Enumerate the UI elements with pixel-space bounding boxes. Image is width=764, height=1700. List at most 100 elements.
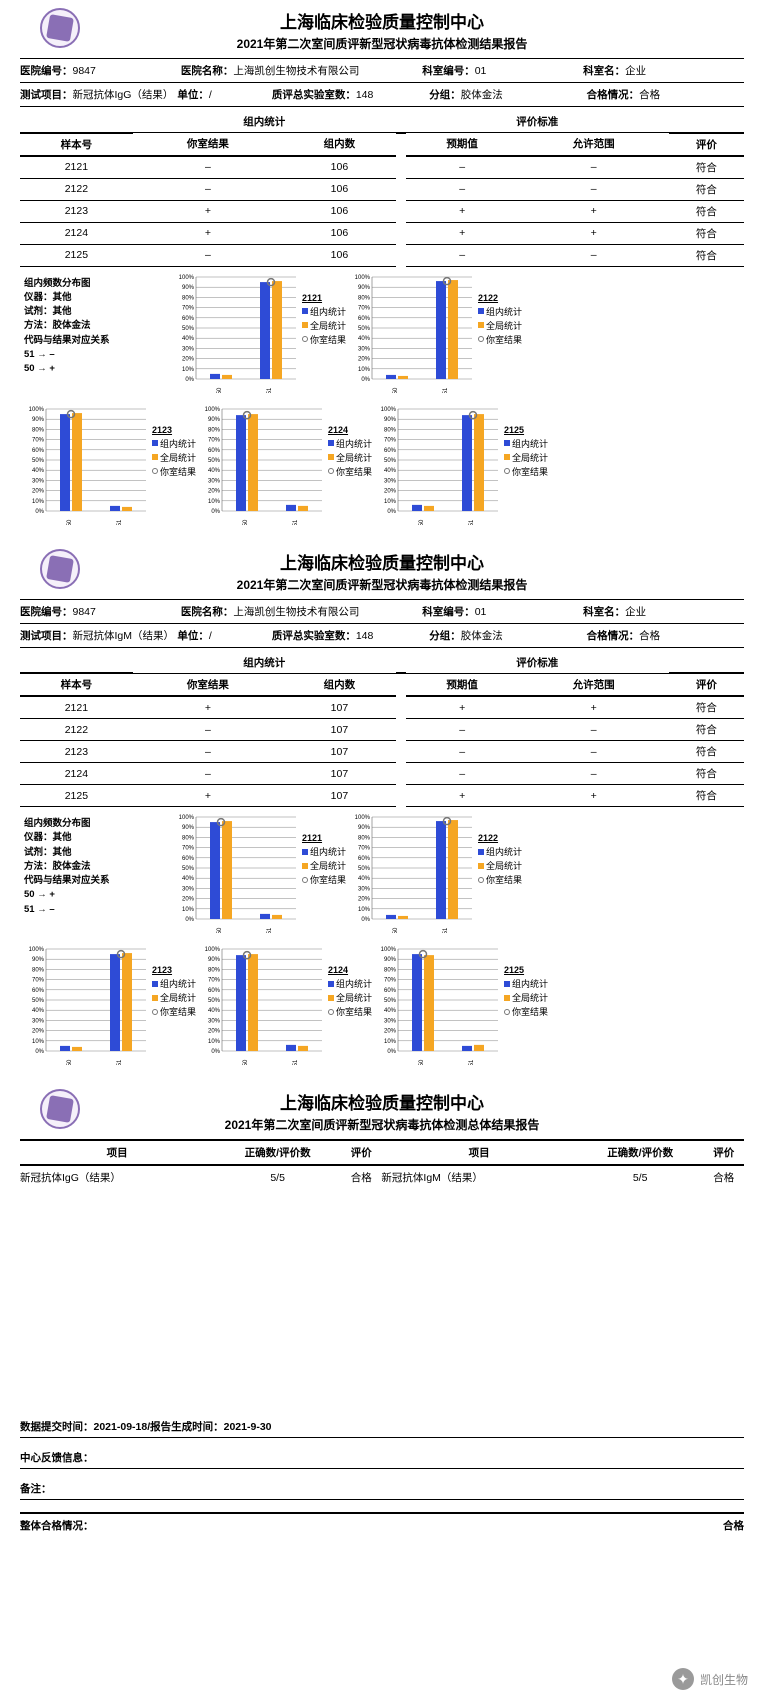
bar-chart: 100%90%80%70%60%50%40%30%20%10%0%5051 21… bbox=[196, 945, 372, 1065]
svg-text:90%: 90% bbox=[384, 417, 397, 423]
svg-text:51: 51 bbox=[267, 387, 273, 393]
svg-text:0%: 0% bbox=[361, 917, 370, 923]
svg-text:60%: 60% bbox=[358, 315, 371, 321]
svg-text:30%: 30% bbox=[384, 1018, 397, 1024]
svg-text:50: 50 bbox=[217, 927, 223, 933]
svg-text:50: 50 bbox=[67, 519, 73, 525]
svg-text:50%: 50% bbox=[182, 326, 195, 332]
bar-chart: 100%90%80%70%60%50%40%30%20%10%0%5051 21… bbox=[372, 405, 548, 525]
svg-text:90%: 90% bbox=[32, 957, 45, 963]
table-row: 2124–107––符合 bbox=[20, 763, 744, 785]
svg-text:60%: 60% bbox=[208, 988, 221, 994]
bar-chart: 100%90%80%70%60%50%40%30%20%10%0%5051 21… bbox=[196, 405, 372, 525]
table-row: 2124+106++符合 bbox=[20, 222, 744, 244]
pass-status: 合格情况：合格 bbox=[587, 87, 744, 102]
svg-text:40%: 40% bbox=[358, 336, 371, 342]
logo-icon bbox=[40, 1089, 80, 1129]
svg-text:50%: 50% bbox=[208, 998, 221, 1004]
chart-info-block: 组内频数分布图仪器：其他试剂：其他 方法：胶体金法代码与结果对应关系 51 → … bbox=[20, 273, 170, 401]
group: 分组：胶体金法 bbox=[429, 87, 586, 102]
svg-text:90%: 90% bbox=[358, 285, 371, 291]
svg-text:100%: 100% bbox=[29, 407, 45, 413]
footer: 数据提交时间：2021-09-18/报告生成时间：2021-9-30 中心反馈信… bbox=[0, 1397, 764, 1543]
report-subtitle: 2021年第二次室间质评新型冠状病毒抗体检测结果报告 bbox=[20, 576, 744, 593]
svg-text:30%: 30% bbox=[208, 1018, 221, 1024]
overall-label: 整体合格情况： bbox=[20, 1518, 94, 1533]
svg-text:40%: 40% bbox=[182, 336, 195, 342]
report-igg: 上海临床检验质量控制中心 2021年第二次室间质评新型冠状病毒抗体检测结果报告 … bbox=[0, 0, 764, 541]
svg-text:51: 51 bbox=[293, 1059, 299, 1065]
overall-status: 合格 bbox=[723, 1518, 744, 1533]
svg-text:10%: 10% bbox=[182, 366, 195, 372]
svg-text:40%: 40% bbox=[182, 876, 195, 882]
svg-text:50%: 50% bbox=[182, 866, 195, 872]
table-row: 2125+107++符合 bbox=[20, 785, 744, 807]
svg-text:100%: 100% bbox=[381, 947, 397, 953]
logo-icon bbox=[40, 8, 80, 48]
svg-text:100%: 100% bbox=[29, 947, 45, 953]
chart-info-block: 组内频数分布图仪器：其他试剂：其他 方法：胶体金法代码与结果对应关系 50 → … bbox=[20, 813, 170, 941]
svg-text:70%: 70% bbox=[384, 978, 397, 984]
chart-legend: 2124 组内统计 全局统计 你室结果 bbox=[328, 405, 372, 479]
svg-text:20%: 20% bbox=[32, 1029, 45, 1035]
svg-text:60%: 60% bbox=[384, 988, 397, 994]
svg-text:70%: 70% bbox=[32, 437, 45, 443]
svg-text:50%: 50% bbox=[32, 458, 45, 464]
svg-text:0%: 0% bbox=[361, 377, 370, 383]
report-igm: 上海临床检验质量控制中心 2021年第二次室间质评新型冠状病毒抗体检测结果报告 … bbox=[0, 541, 764, 1082]
svg-text:51: 51 bbox=[469, 1059, 475, 1065]
chart-legend: 2122 组内统计 全局统计 你室结果 bbox=[478, 813, 522, 887]
svg-text:100%: 100% bbox=[205, 947, 221, 953]
data-table-igg: 组内统计 评价标准 样本号 你室结果 组内数 预期值 允许范围 评价 2121–… bbox=[20, 111, 744, 267]
test-item: 测试项目：新冠抗体IgG（结果） bbox=[20, 87, 177, 102]
svg-text:51: 51 bbox=[267, 927, 273, 933]
svg-text:0%: 0% bbox=[387, 1049, 396, 1055]
svg-text:80%: 80% bbox=[208, 427, 221, 433]
svg-text:60%: 60% bbox=[384, 447, 397, 453]
chart-legend: 2124 组内统计 全局统计 你室结果 bbox=[328, 945, 372, 1019]
svg-text:40%: 40% bbox=[208, 468, 221, 474]
svg-text:10%: 10% bbox=[32, 1039, 45, 1045]
bar-chart: 100%90%80%70%60%50%40%30%20%10%0%5051 21… bbox=[20, 405, 196, 525]
svg-text:100%: 100% bbox=[205, 407, 221, 413]
svg-text:90%: 90% bbox=[208, 957, 221, 963]
svg-text:80%: 80% bbox=[182, 835, 195, 841]
svg-text:60%: 60% bbox=[182, 856, 195, 862]
svg-text:0%: 0% bbox=[211, 509, 220, 515]
center-feedback: 中心反馈信息： bbox=[20, 1450, 744, 1469]
dept-id: 科室编号：01 bbox=[422, 63, 583, 78]
svg-text:51: 51 bbox=[469, 519, 475, 525]
summary-subtitle: 2021年第二次室间质评新型冠状病毒抗体检测总体结果报告 bbox=[20, 1116, 744, 1133]
svg-text:0%: 0% bbox=[185, 917, 194, 923]
svg-text:70%: 70% bbox=[358, 846, 371, 852]
svg-text:80%: 80% bbox=[384, 967, 397, 973]
svg-text:30%: 30% bbox=[32, 478, 45, 484]
svg-text:40%: 40% bbox=[32, 468, 45, 474]
svg-text:40%: 40% bbox=[384, 468, 397, 474]
svg-text:40%: 40% bbox=[384, 1008, 397, 1014]
svg-text:70%: 70% bbox=[182, 846, 195, 852]
svg-text:30%: 30% bbox=[384, 478, 397, 484]
svg-text:30%: 30% bbox=[358, 886, 371, 892]
svg-text:0%: 0% bbox=[35, 509, 44, 515]
svg-text:40%: 40% bbox=[32, 1008, 45, 1014]
svg-text:10%: 10% bbox=[384, 498, 397, 504]
chart-legend: 2121 组内统计 全局统计 你室结果 bbox=[302, 273, 346, 347]
svg-text:51: 51 bbox=[117, 519, 123, 525]
svg-text:10%: 10% bbox=[182, 907, 195, 913]
svg-text:51: 51 bbox=[293, 519, 299, 525]
svg-text:10%: 10% bbox=[358, 907, 371, 913]
logo-icon bbox=[40, 549, 80, 589]
svg-text:20%: 20% bbox=[182, 897, 195, 903]
summary-item: 新冠抗体IgG（结果） bbox=[20, 1165, 214, 1189]
svg-text:50: 50 bbox=[67, 1059, 73, 1065]
svg-text:20%: 20% bbox=[384, 488, 397, 494]
chart-legend: 2122 组内统计 全局统计 你室结果 bbox=[478, 273, 522, 347]
svg-text:50%: 50% bbox=[208, 458, 221, 464]
svg-text:60%: 60% bbox=[358, 856, 371, 862]
dept-name: 科室名：企业 bbox=[583, 63, 744, 78]
svg-text:80%: 80% bbox=[32, 967, 45, 973]
bar-chart: 100%90%80%70%60%50%40%30%20%10%0%5051 21… bbox=[20, 945, 196, 1065]
svg-text:70%: 70% bbox=[208, 437, 221, 443]
svg-text:100%: 100% bbox=[179, 815, 195, 821]
